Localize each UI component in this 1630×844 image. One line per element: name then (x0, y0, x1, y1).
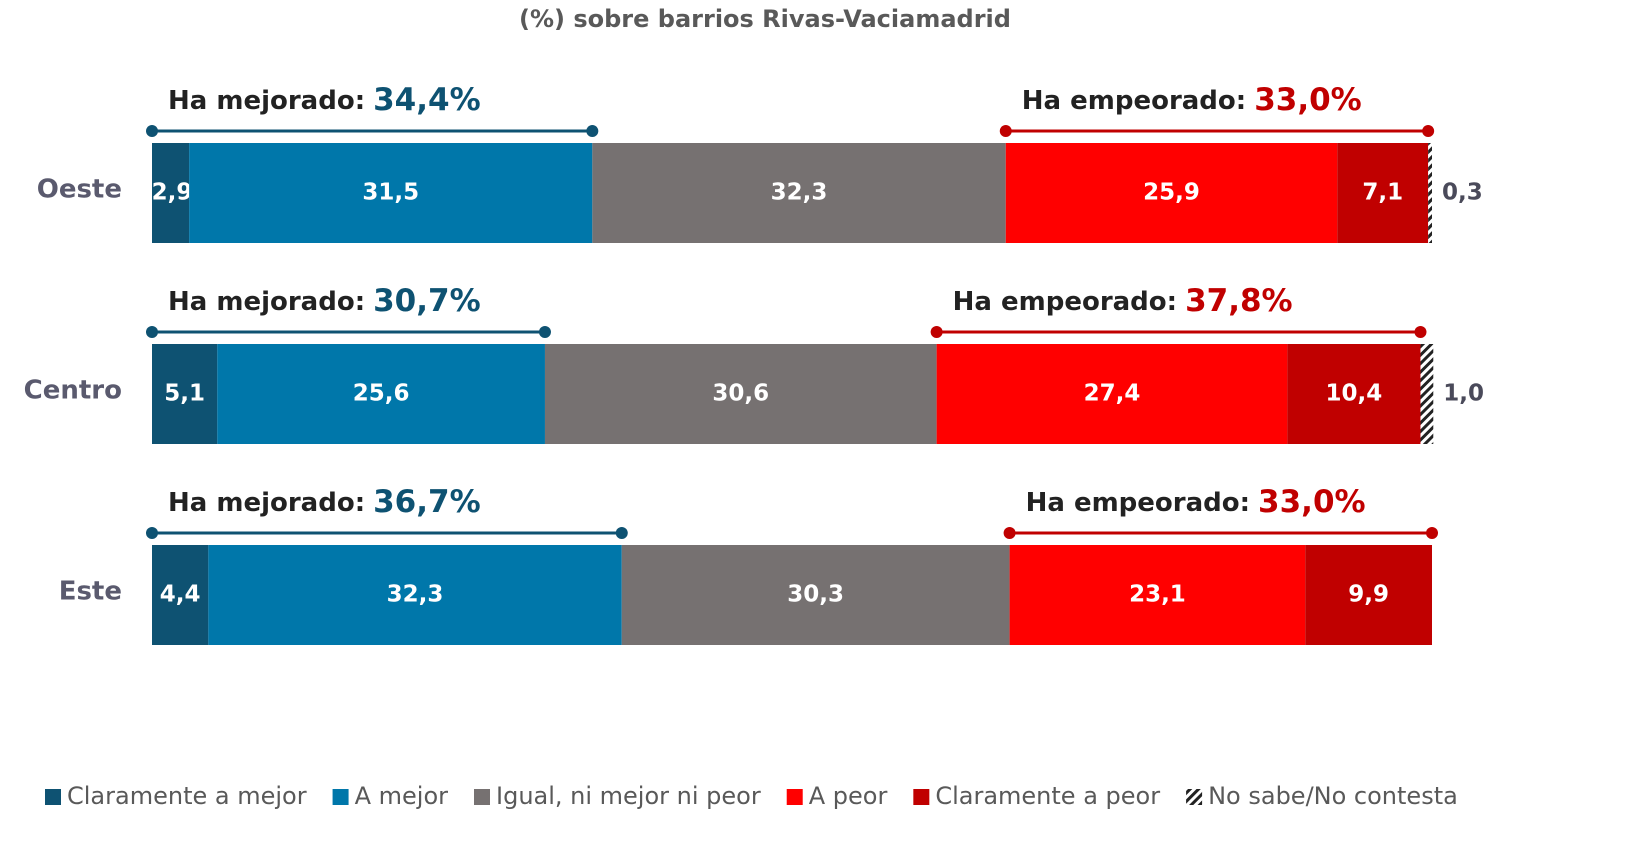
bar-segment (936, 344, 1288, 444)
bar-segment (1337, 143, 1429, 243)
bracket-end (1414, 326, 1427, 338)
data-label: 32,3 (771, 180, 828, 206)
bracket-end (146, 527, 158, 539)
annotation-value: 34,4% (373, 82, 481, 118)
legend-label: Claramente a mejor (67, 782, 307, 810)
bar-segment (592, 143, 1006, 243)
legend-swatch (786, 789, 803, 805)
bar-segment (1005, 143, 1338, 243)
legend-label: A peor (809, 782, 888, 810)
annotation: Ha mejorado: 36,7% (168, 484, 481, 520)
bracket-end (930, 326, 943, 338)
annotation-label: Ha empeorado: (1022, 86, 1246, 116)
bar-segment (544, 344, 937, 444)
bracket-end (146, 326, 158, 338)
category-label: Centro (24, 376, 122, 406)
annotation: Ha empeorado: 37,8% (953, 283, 1293, 319)
data-label: 2,9 (152, 180, 193, 206)
legend-label: A mejor (355, 782, 449, 810)
legend-label: Igual, ni mejor ni peor (496, 782, 761, 810)
annotation: Ha empeorado: 33,0% (1026, 484, 1366, 520)
bar-segment (1428, 143, 1432, 243)
bar-segment (152, 344, 218, 444)
annotation: Ha mejorado: 34,4% (168, 82, 481, 118)
data-label: 4,4 (160, 582, 201, 608)
bracket-end (1422, 125, 1435, 137)
legend-label: No sabe/No contesta (1208, 782, 1458, 810)
data-label: 1,0 (1443, 381, 1484, 407)
bracket-end (538, 326, 551, 338)
annotation-label: Ha empeorado: (953, 287, 1177, 317)
chart-title: (%) sobre barrios Rivas-Vaciamadrid (519, 5, 1011, 33)
annotation: Ha empeorado: 33,0% (1022, 82, 1362, 118)
bracket-end (1003, 527, 1016, 539)
bar-segment (152, 545, 209, 645)
annotation-label: Ha empeorado: (1026, 488, 1250, 518)
data-label: 30,6 (712, 381, 769, 407)
legend-swatch (45, 789, 61, 805)
annotation-value: 33,0% (1254, 82, 1362, 118)
annotation-label: Ha mejorado: (168, 287, 365, 317)
data-label: 7,1 (1362, 180, 1403, 206)
legend-swatch (1186, 789, 1203, 805)
category-label: Este (59, 577, 122, 607)
data-label: 30,3 (787, 582, 844, 608)
bar-segment (1287, 344, 1421, 444)
data-label: 32,3 (387, 582, 444, 608)
annotation: Ha mejorado: 30,7% (168, 283, 481, 319)
legend-swatch (913, 789, 930, 805)
annotation-value: 37,8% (1185, 283, 1293, 319)
data-label: 25,9 (1143, 180, 1200, 206)
legend-swatch (332, 789, 349, 805)
legend-swatch (474, 789, 490, 805)
bar-segment (1305, 545, 1432, 645)
data-label: 5,1 (164, 381, 205, 407)
bracket-end (999, 125, 1012, 137)
bar-segment (1009, 545, 1306, 645)
annotation-value: 33,0% (1258, 484, 1366, 520)
bar-segment (1420, 344, 1434, 444)
annotation-label: Ha mejorado: (168, 86, 365, 116)
data-label: 9,9 (1348, 582, 1389, 608)
bar-segment (217, 344, 545, 444)
annotation-value: 36,7% (373, 484, 481, 520)
bracket-end (1426, 527, 1438, 539)
data-label: 25,6 (353, 381, 410, 407)
bar-segment (208, 545, 622, 645)
data-label: 0,3 (1442, 180, 1483, 206)
data-label: 31,5 (362, 180, 419, 206)
bracket-end (146, 125, 158, 137)
bar-segment (152, 143, 190, 243)
bracket-end (615, 527, 628, 539)
data-label: 10,4 (1326, 381, 1383, 407)
category-label: Oeste (37, 175, 122, 205)
bar-segment (621, 545, 1010, 645)
bracket-end (586, 125, 599, 137)
annotation-label: Ha mejorado: (168, 488, 365, 518)
data-label: 23,1 (1129, 582, 1186, 608)
legend-label: Claramente a peor (935, 782, 1160, 810)
annotation-value: 30,7% (373, 283, 481, 319)
data-label: 27,4 (1084, 381, 1141, 407)
bar-segment (189, 143, 593, 243)
